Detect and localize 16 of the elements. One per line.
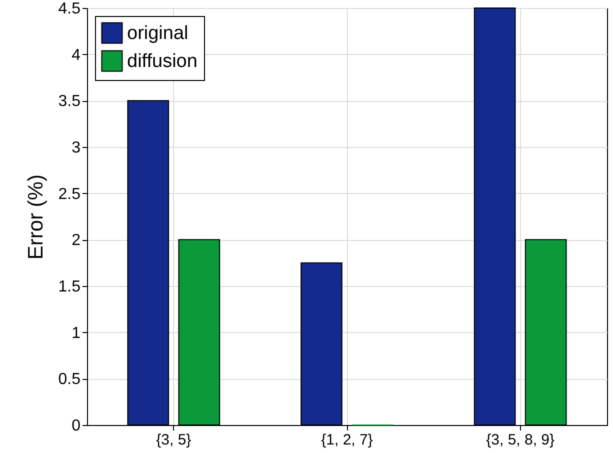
x-tick-label: {3, 5} (156, 432, 192, 448)
y-tick-label: 4.5 (58, 0, 81, 18)
legend-label: original (127, 23, 188, 44)
y-tick-label: 1 (72, 324, 81, 342)
y-tick-label: 3.5 (58, 93, 81, 110)
x-tick-label: {3, 5, 8, 9} (486, 432, 555, 448)
y-tick-label: 4 (72, 46, 81, 64)
y-axis-title: Error (%) (24, 174, 48, 260)
y-tick-label: 0.5 (58, 371, 81, 388)
y-tick-label: 3 (72, 140, 81, 156)
legend-label: diffusion (127, 51, 198, 72)
y-tick-label: 0 (72, 418, 81, 434)
y-tick-label: 2 (72, 232, 81, 250)
y-tick-label: 2.5 (58, 186, 81, 203)
y-tick-label: 1.5 (58, 278, 81, 296)
x-tick-label: {1, 2, 7} (321, 432, 373, 448)
